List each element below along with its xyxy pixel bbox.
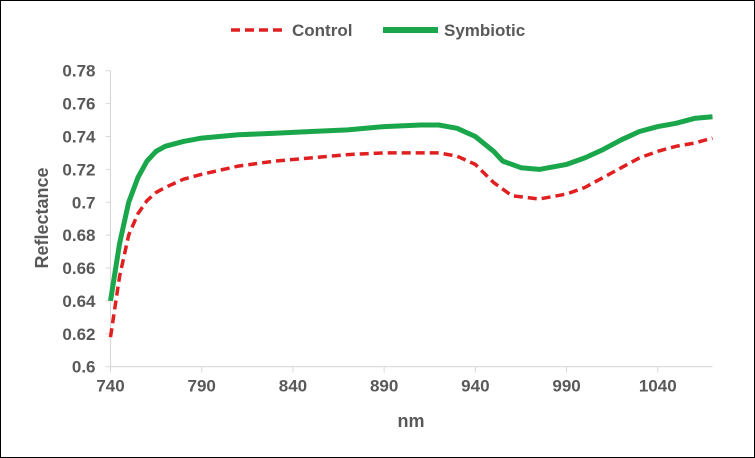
y-tick-label: 0.7 <box>72 193 96 212</box>
x-tick-label: 1040 <box>639 377 677 396</box>
series-group <box>108 114 713 338</box>
legend: Control Symbiotic <box>231 21 525 40</box>
y-tick-label: 0.68 <box>62 226 95 245</box>
axes: 0.6 0.62 0.64 0.66 0.68 0.7 0.72 0.74 0.76 0.78 74… <box>62 62 713 396</box>
y-tick-label: 0.64 <box>62 292 96 311</box>
legend-label-symbiotic: Symbiotic <box>444 21 525 40</box>
y-tick-label: 0.74 <box>62 127 96 146</box>
x-tick-label: 890 <box>370 377 398 396</box>
x-axis-label: nm <box>398 411 425 431</box>
x-tick-label: 740 <box>96 377 124 396</box>
y-tick-label: 0.72 <box>62 160 95 179</box>
legend-label-control: Control <box>292 21 352 40</box>
y-tick-label: 0.62 <box>62 325 95 344</box>
x-tick-label: 790 <box>188 377 216 396</box>
x-tick-label: 940 <box>461 377 489 396</box>
y-axis-label: Reflectance <box>32 167 52 268</box>
series-line-control <box>108 136 713 338</box>
y-tick-label: 0.78 <box>62 62 95 81</box>
x-tick-label: 990 <box>552 377 580 396</box>
series-line-symbiotic <box>108 114 713 302</box>
y-tick-label: 0.76 <box>62 95 95 114</box>
y-tick-label: 0.6 <box>72 358 96 377</box>
y-tick-label: 0.66 <box>62 259 95 278</box>
x-tick-label: 840 <box>279 377 307 396</box>
